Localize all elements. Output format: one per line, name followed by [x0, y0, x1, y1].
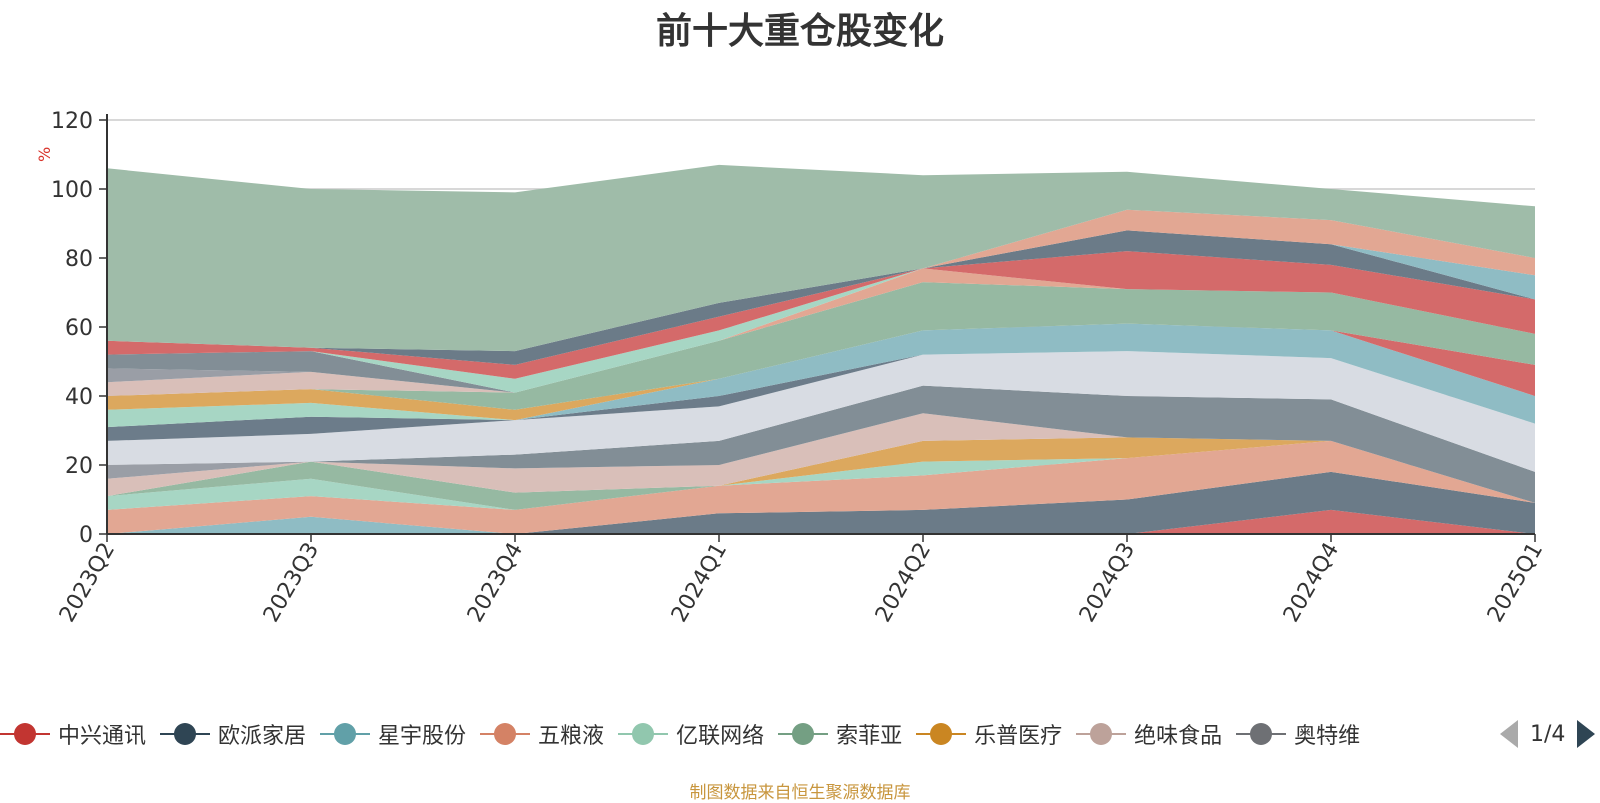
legend-marker-icon — [320, 722, 371, 746]
legend-label: 亿联网络 — [676, 724, 765, 749]
area-layer-12 — [107, 351, 1535, 428]
legend-marker-icon — [1076, 722, 1127, 746]
legend-item[interactable]: 中兴通讯 — [0, 714, 146, 754]
area-layers — [107, 164, 1535, 534]
area-layer-4 — [107, 440, 1535, 510]
area-layer-5 — [107, 440, 1535, 510]
y-tick-label: 40 — [65, 385, 93, 410]
y-tick-label: 100 — [51, 178, 93, 203]
area-layer-26 — [107, 164, 1535, 352]
chart-title: 前十大重仓股变化 — [655, 11, 944, 52]
area-layer-0 — [107, 509, 1535, 534]
x-tick-label: 2025Q1 — [1483, 539, 1548, 627]
x-tick-label: 2024Q3 — [1075, 539, 1140, 627]
y-tick-label: 20 — [65, 454, 93, 479]
legend-marker-icon — [916, 722, 967, 746]
legend-marker-icon — [618, 722, 669, 746]
legend-label: 中兴通讯 — [58, 724, 147, 749]
legend-label: 索菲亚 — [836, 724, 903, 749]
area-layer-17 — [107, 282, 1535, 396]
legend-marker-icon — [160, 722, 211, 746]
legend-item[interactable]: 乐普医疗 — [916, 714, 1062, 754]
area-layer-9 — [107, 385, 1535, 503]
y-axis-label: % — [35, 147, 54, 162]
legend-item[interactable]: 星宇股份 — [320, 714, 466, 754]
x-tick-label: 2023Q2 — [55, 539, 120, 627]
x-tick-label: 2023Q3 — [259, 539, 324, 627]
source-note: 制图数据来自恒生聚源数据库 — [689, 783, 911, 803]
area-layer-10 — [107, 351, 1535, 472]
legend-label: 五粮液 — [538, 724, 605, 749]
legend-marker-icon — [778, 722, 829, 746]
x-tick-label: 2024Q4 — [1279, 539, 1344, 627]
area-layer-2 — [107, 471, 1535, 534]
y-tick-label: 80 — [65, 247, 93, 272]
legend-item[interactable]: 奥特维 — [1236, 714, 1360, 754]
area-layer-22 — [107, 251, 1535, 379]
legend-label: 星宇股份 — [378, 724, 467, 749]
legend-page-indicator: 1/4 — [1530, 721, 1566, 747]
area-layer-16 — [107, 282, 1535, 410]
legend-item[interactable]: 欧派家居 — [160, 714, 306, 754]
legend-marker-icon — [0, 722, 50, 746]
legend-item[interactable]: 绝味食品 — [1076, 714, 1222, 754]
y-tick-label: 0 — [79, 523, 93, 548]
legend-marker-icon — [1236, 722, 1287, 746]
area-layer-1 — [107, 471, 1535, 534]
area-layer-11 — [107, 351, 1535, 441]
x-tick-label: 2024Q2 — [871, 539, 936, 627]
x-tick-label: 2023Q4 — [463, 539, 528, 627]
legend-label: 绝味食品 — [1134, 724, 1223, 749]
legend-label: 欧派家居 — [218, 724, 307, 749]
y-tick-label: 60 — [65, 316, 93, 341]
y-tick-label: 120 — [51, 109, 93, 134]
legend: 中兴通讯 欧派家居 星宇股份 五粮液 亿联网络 索菲亚 乐普医疗 绝味食品 奥特维 — [0, 714, 1480, 754]
area-layer-7 — [107, 413, 1535, 503]
legend-label: 乐普医疗 — [974, 724, 1063, 749]
legend-marker-icon — [480, 722, 531, 746]
legend-pager: 1/4 — [1500, 716, 1596, 752]
legend-prev-icon[interactable] — [1500, 720, 1518, 748]
area-layer-6 — [107, 437, 1535, 503]
legend-item[interactable]: 索菲亚 — [778, 714, 902, 754]
area-layer-3 — [107, 440, 1535, 534]
legend-label: 奥特维 — [1294, 724, 1361, 749]
legend-next-icon[interactable] — [1577, 720, 1596, 748]
legend-item[interactable]: 五粮液 — [480, 714, 604, 754]
area-layer-13 — [107, 323, 1535, 424]
legend-item[interactable]: 亿联网络 — [618, 714, 764, 754]
x-tick-label: 2024Q1 — [667, 539, 732, 627]
